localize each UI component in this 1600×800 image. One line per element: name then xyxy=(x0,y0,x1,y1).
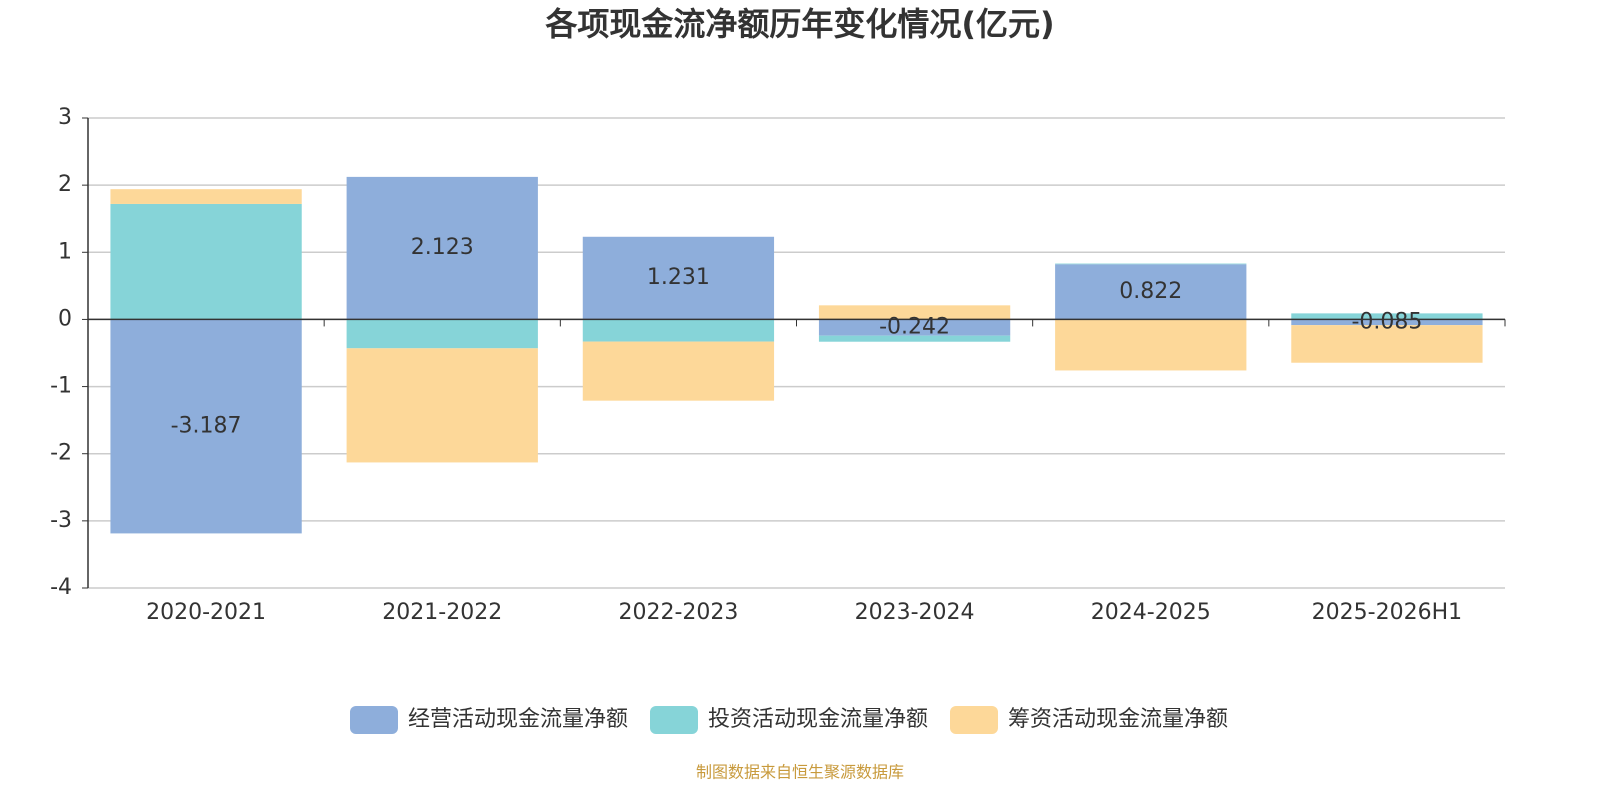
bar-segment xyxy=(818,319,1011,336)
bar-segment xyxy=(1291,325,1483,363)
data-label: -3.187 xyxy=(171,413,242,438)
bar-segment xyxy=(110,319,302,534)
legend-swatch xyxy=(350,706,398,734)
x-tick-label: 2023-2024 xyxy=(855,600,975,625)
bar-segment xyxy=(1055,263,1247,265)
bar-segment xyxy=(346,348,538,463)
bar-segment xyxy=(346,176,538,320)
data-label: 0.822 xyxy=(1119,279,1182,304)
bar-segment xyxy=(1291,319,1483,326)
bar-segment xyxy=(110,203,302,320)
bar-segment xyxy=(110,189,302,204)
y-tick-label: 3 xyxy=(58,105,72,130)
bar-segment xyxy=(1291,313,1483,320)
source-note: 制图数据来自恒生聚源数据库 xyxy=(696,763,904,782)
data-label: -0.242 xyxy=(879,315,950,340)
y-tick-label: 2 xyxy=(58,172,72,197)
y-tick-label: -1 xyxy=(50,374,72,399)
bar-segment xyxy=(1055,319,1247,371)
legend-label: 筹资活动现金流量净额 xyxy=(1008,707,1228,732)
x-tick-label: 2024-2025 xyxy=(1091,600,1211,625)
chart-title: 各项现金流净额历年变化情况(亿元) xyxy=(545,5,1054,43)
y-tick-label: 1 xyxy=(58,239,72,264)
legend-label: 经营活动现金流量净额 xyxy=(408,707,628,732)
y-tick-label: -2 xyxy=(50,441,72,466)
x-tick-label: 2021-2022 xyxy=(382,600,502,625)
x-tick-label: 2020-2021 xyxy=(146,600,266,625)
bar-segment xyxy=(818,305,1011,320)
y-tick-label: 0 xyxy=(58,306,72,331)
bar-segment xyxy=(1055,264,1247,320)
bar-segment xyxy=(582,319,775,342)
legend-label: 投资活动现金流量净额 xyxy=(708,707,928,732)
x-tick-label: 2022-2023 xyxy=(618,600,738,625)
y-tick-label: -4 xyxy=(50,575,72,600)
bar-segment xyxy=(818,335,1011,342)
legend-swatch xyxy=(950,706,998,734)
legend-swatch xyxy=(650,706,698,734)
y-tick-label: -3 xyxy=(50,508,72,533)
data-label: 2.123 xyxy=(411,235,474,260)
bar-segment xyxy=(346,319,538,349)
bar-segment xyxy=(582,236,775,320)
data-label: -0.085 xyxy=(1351,309,1422,334)
data-label: 1.231 xyxy=(647,265,710,290)
bar-segment xyxy=(582,341,775,401)
x-tick-label: 2025-2026H1 xyxy=(1312,600,1462,625)
